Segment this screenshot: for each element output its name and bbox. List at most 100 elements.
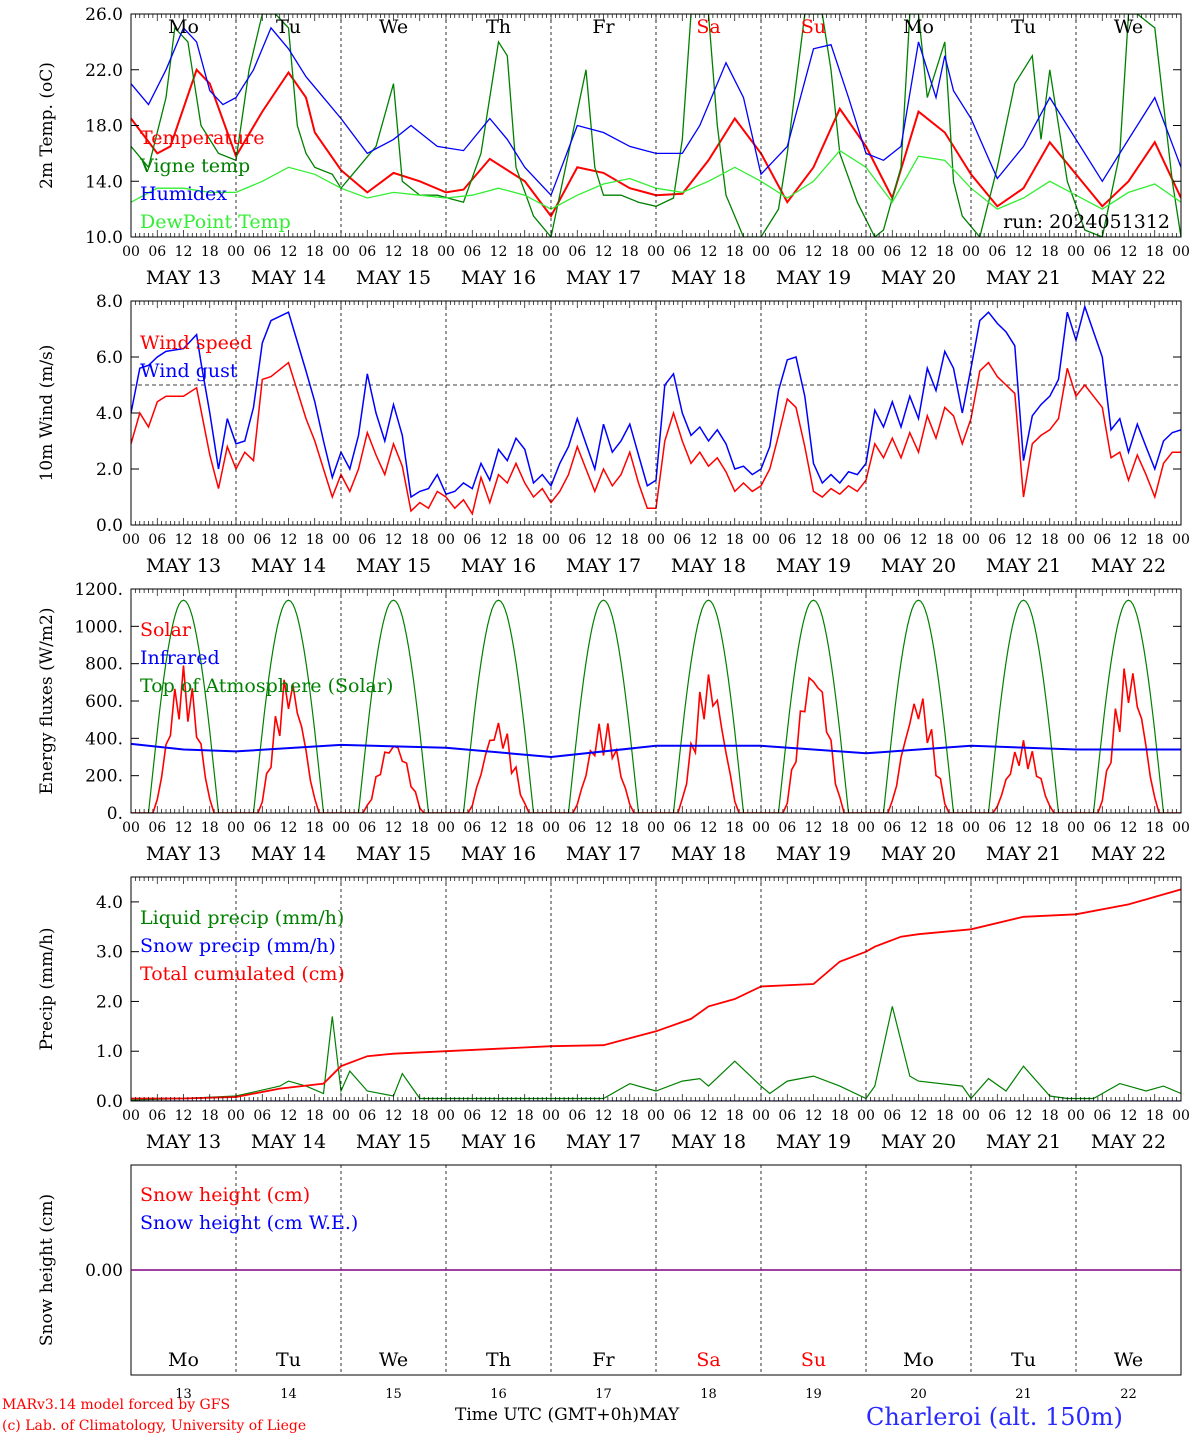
hour-tick-label: 12 [1120,244,1138,260]
hour-tick-label: 00 [122,532,140,548]
legend-entry: Snow height (cm) [140,1184,310,1206]
panel-border [130,588,1182,814]
hour-tick-label: 06 [1093,1108,1111,1124]
date-label: MAY 16 [461,1131,536,1153]
weekday-label: Mo [168,1349,199,1371]
hour-tick-label: 06 [778,820,796,836]
y-tick-label: 8.0 [96,292,123,312]
toa-solar-line [341,599,446,813]
toa-solar-line [656,599,761,813]
date-label: MAY 21 [986,1131,1061,1153]
y-axis-label: 2m Temp. (oC) [37,62,57,189]
y-tick-label: 0.0 [96,1092,123,1112]
y-tick-label: 4.0 [96,893,123,913]
date-label: MAY 18 [671,843,746,865]
solar-line [236,679,341,813]
toa-solar-line [866,599,971,813]
hour-tick-label: 06 [253,1108,271,1124]
hour-tick-label: 00 [332,1108,350,1124]
date-label: MAY 20 [881,267,956,289]
hour-tick-label: 18 [1041,1108,1059,1124]
hour-tick-label: 12 [385,244,403,260]
hour-tick-label: 00 [857,244,875,260]
hour-tick-label: 18 [1146,820,1164,836]
hour-tick-label: 18 [201,820,219,836]
hour-tick-label: 06 [1093,244,1111,260]
hour-tick-label: 12 [490,244,508,260]
date-label: MAY 17 [566,1131,641,1153]
hour-tick-label: 06 [988,1108,1006,1124]
hour-tick-label: 00 [437,1108,455,1124]
day-number-label: 17 [595,1387,612,1402]
station-label: Charleroi (alt. 150m) [866,1403,1123,1431]
date-label: MAY 14 [251,267,326,289]
date-label: MAY 15 [356,1131,431,1153]
hour-tick-label: 12 [385,820,403,836]
hour-tick-label: 00 [437,820,455,836]
legend-entry: Snow height (cm W.E.) [140,1212,358,1234]
date-label: MAY 21 [986,267,1061,289]
legend-entry: Top of Atmosphere (Solar) [140,675,393,697]
day-number-label: 19 [805,1387,822,1402]
y-tick-label: 4.0 [96,404,123,424]
y-tick-label: 10.0 [85,228,123,248]
date-label: MAY 13 [146,267,221,289]
y-tick-label: 3.0 [96,943,123,963]
toa-solar-line [236,599,341,813]
date-label: MAY 19 [776,1131,851,1153]
hour-tick-label: 06 [883,1108,901,1124]
panel-1-frame [130,13,1182,238]
weekday-label: Tu [1011,16,1036,38]
date-label: MAY 19 [776,843,851,865]
y-tick-label: 800. [85,655,123,675]
series-line [131,26,1181,197]
hour-tick-label: 12 [910,532,928,548]
hour-tick-label: 12 [490,820,508,836]
hour-tick-label: 00 [332,820,350,836]
y-axis-label: Precip (mm/h) [37,927,57,1050]
hour-tick-label: 12 [595,532,613,548]
hour-tick-label: 06 [778,532,796,548]
hour-tick-label: 00 [752,532,770,548]
infrared-line [131,742,1181,759]
weekday-label: Tu [276,16,301,38]
date-label: MAY 20 [881,843,956,865]
weekday-label: Tu [1011,1349,1036,1371]
hour-tick-label: 12 [280,820,298,836]
date-label: MAY 22 [1091,267,1166,289]
y-tick-label: 1000. [74,617,123,637]
hour-tick-label: 18 [1041,820,1059,836]
hour-tick-label: 06 [1093,820,1111,836]
hour-tick-label: 18 [831,532,849,548]
hour-tick-label: 06 [568,244,586,260]
hour-tick-label: 18 [831,1108,849,1124]
hour-tick-label: 00 [227,532,245,548]
weekday-label: We [379,16,408,38]
hour-tick-label: 06 [1093,532,1111,548]
hour-tick-label: 00 [1172,244,1190,260]
solar-line [1076,668,1181,813]
toa-solar-line [1076,599,1181,813]
hour-tick-label: 18 [726,820,744,836]
day-number-label: 21 [1015,1387,1032,1402]
hour-tick-label: 18 [516,820,534,836]
y-tick-label: 1.0 [96,1042,123,1062]
panel-border [130,13,1182,238]
series-line [131,1006,1181,1101]
legend-entry: Solar [140,619,192,641]
hour-tick-label: 12 [175,532,193,548]
hour-tick-label: 00 [227,1108,245,1124]
hour-tick-label: 00 [647,820,665,836]
hour-tick-label: 18 [726,532,744,548]
legend-entry: Humidex [140,183,227,205]
y-tick-label: 0.00 [85,1261,123,1281]
solar-line [131,665,236,813]
hour-tick-label: 06 [148,244,166,260]
hour-tick-label: 18 [621,820,639,836]
hour-tick-label: 06 [568,532,586,548]
legend-entry: Infrared [140,647,220,669]
series-line [131,888,1181,1100]
hour-tick-label: 12 [385,532,403,548]
hour-tick-label: 12 [700,1108,718,1124]
hour-tick-label: 00 [122,244,140,260]
